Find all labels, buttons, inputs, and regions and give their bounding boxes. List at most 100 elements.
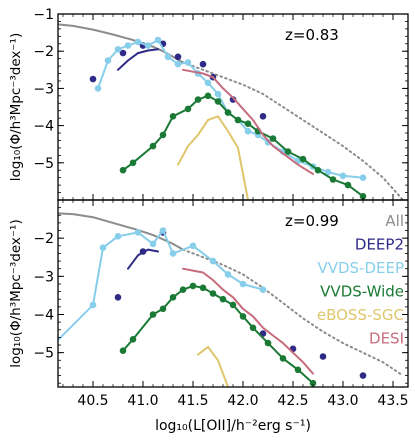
top-vvds-wide-point-5 xyxy=(184,105,192,113)
top-vvds-deep-point-2 xyxy=(114,46,122,53)
top-vvds-wide-point-10 xyxy=(234,116,242,124)
xtick-label: 41.5 xyxy=(177,393,208,409)
bottom-vvds-wide-point-9 xyxy=(219,295,227,303)
bottom-vvds-deep-point-3 xyxy=(114,233,122,240)
bottom-series-line-1 xyxy=(182,248,404,377)
top-panel-frame xyxy=(57,13,409,201)
bottom-ylabel: log₁₀(Φ/h³Mpc⁻³dex⁻¹) xyxy=(8,219,24,367)
bottom-vvds-deep-point-2 xyxy=(99,244,107,251)
bottom-vvds-wide-point-11 xyxy=(239,313,247,320)
top-ytick-label: −3 xyxy=(33,81,54,97)
xtick-label: 43.0 xyxy=(327,393,358,409)
bottom-panel-plot-area xyxy=(58,212,404,387)
top-vvds-wide-point-18 xyxy=(344,181,352,189)
bottom-redshift-label: z=0.99 xyxy=(285,212,339,230)
top-vvds-wide-point-3 xyxy=(159,131,167,139)
xtick-label: 41.0 xyxy=(127,393,158,409)
bottom-ytick-label: −3 xyxy=(33,269,54,285)
top-vvds-deep-point-5 xyxy=(144,42,152,49)
bottom-vvds-wide-point-13 xyxy=(264,339,272,347)
top-deep2-point-0 xyxy=(50,106,57,113)
top-vvds-deep-point-17 xyxy=(264,139,272,146)
bottom-desi-line-7 xyxy=(182,267,314,375)
top-eboss-sgc-line-6 xyxy=(177,115,249,200)
xtick-label: 42.5 xyxy=(277,393,308,409)
bottom-vvds-wide-line-5 xyxy=(122,284,314,385)
top-vvds-deep-point-8 xyxy=(174,60,182,68)
top-vvds-deep-line-4 xyxy=(97,39,364,179)
top-ytick-label: −1 xyxy=(33,7,54,23)
top-deep2-point-2 xyxy=(119,49,127,57)
bottom-vvds-wide-point-15 xyxy=(294,366,302,374)
legend-entry-all: All xyxy=(385,212,404,230)
legend-entry-deep2: DEEP2 xyxy=(355,236,404,254)
xtick-label: 43.5 xyxy=(377,393,408,409)
legend-entry-vvds-deep: VVDS-DEEP xyxy=(317,259,404,277)
bottom-vvds-wide-point-4 xyxy=(169,294,177,301)
bottom-vvds-wide-point-6 xyxy=(189,282,197,290)
top-vvds-deep-point-6 xyxy=(154,36,162,44)
bottom-ytick-label: −2 xyxy=(33,231,54,247)
bottom-vvds-wide-point-2 xyxy=(149,311,157,318)
top-vvds-deep-point-4 xyxy=(134,38,142,46)
top-vvds-wide-point-4 xyxy=(169,113,177,120)
top-vvds-wide-point-11 xyxy=(244,120,252,127)
bottom-vvds-deep-point-4 xyxy=(134,229,142,236)
top-deep2-point-1 xyxy=(89,75,97,83)
bottom-vvds-wide-point-8 xyxy=(209,290,217,297)
bottom-vvds-wide-point-3 xyxy=(159,305,167,313)
top-vvds-wide-line-5 xyxy=(122,94,364,198)
top-vvds-deep-point-0 xyxy=(94,85,102,92)
top-vvds-deep-point-7 xyxy=(164,53,172,61)
top-vvds-deep-point-15 xyxy=(244,127,252,135)
top-vvds-wide-point-1 xyxy=(129,159,137,167)
top-panel-plot-area xyxy=(50,23,404,200)
legend-entry-eboss-sgc: eBOSS-SGC xyxy=(317,306,404,324)
top-vvds-wide-point-7 xyxy=(204,92,212,100)
bottom-vvds-wide-point-10 xyxy=(229,301,237,309)
bottom-vvds-wide-point-16 xyxy=(309,379,317,387)
top-vvds-deep-point-9 xyxy=(184,59,192,66)
top-ylabel: log₁₀(Φ/h³Mpc⁻³dex⁻¹) xyxy=(8,33,24,181)
legend-entry-vvds-wide: VVDS-Wide xyxy=(320,283,404,301)
bottom-vvds-deep-point-12 xyxy=(259,286,267,294)
top-vvds-deep-point-1 xyxy=(104,57,112,64)
bottom-vvds-wide-point-14 xyxy=(279,355,287,362)
bottom-vvds-deep-point-1 xyxy=(89,301,97,309)
bottom-series-line-3 xyxy=(127,248,159,270)
bottom-vvds-deep-line-4 xyxy=(58,229,264,342)
top-vvds-wide-point-15 xyxy=(299,155,307,163)
xtick-label: 42.0 xyxy=(227,393,258,409)
bottom-vvds-deep-point-7 xyxy=(169,250,177,257)
top-series-line-1 xyxy=(182,61,404,200)
top-redshift-label: z=0.83 xyxy=(285,26,339,44)
top-vvds-wide-point-2 xyxy=(149,142,157,150)
bottom-vvds-wide-point-5 xyxy=(179,286,187,294)
top-vvds-deep-point-22 xyxy=(339,172,347,180)
bottom-vvds-wide-point-0 xyxy=(119,347,127,355)
top-deep2-point-9 xyxy=(259,113,267,120)
top-ytick-label: −2 xyxy=(33,44,54,60)
top-desi-line-7 xyxy=(182,68,314,175)
top-ytick-label: −5 xyxy=(33,156,54,172)
bottom-deep2-point-5 xyxy=(319,353,327,360)
top-vvds-wide-point-19 xyxy=(359,193,367,200)
bottom-vvds-deep-point-8 xyxy=(189,242,197,250)
bottom-vvds-deep-point-11 xyxy=(239,280,247,288)
bottom-deep2-point-6 xyxy=(359,372,367,379)
top-vvds-wide-point-8 xyxy=(214,98,222,105)
bottom-vvds-wide-point-12 xyxy=(249,324,257,332)
top-vvds-deep-point-3 xyxy=(124,42,132,49)
top-vvds-wide-point-6 xyxy=(194,96,202,103)
bottom-ytick-label: −5 xyxy=(33,346,54,362)
top-ytick-label: −4 xyxy=(33,119,54,135)
bottom-ytick-label: −4 xyxy=(33,307,54,323)
top-deep2-point-5 xyxy=(174,53,182,61)
bottom-vvds-deep-point-10 xyxy=(224,271,232,278)
top-deep2-point-8 xyxy=(229,96,237,103)
top-deep2-point-6 xyxy=(199,60,207,68)
xlabel: log₁₀(L[OII]/h⁻²erg s⁻¹) xyxy=(155,418,311,434)
bottom-vvds-deep-point-6 xyxy=(159,227,167,234)
